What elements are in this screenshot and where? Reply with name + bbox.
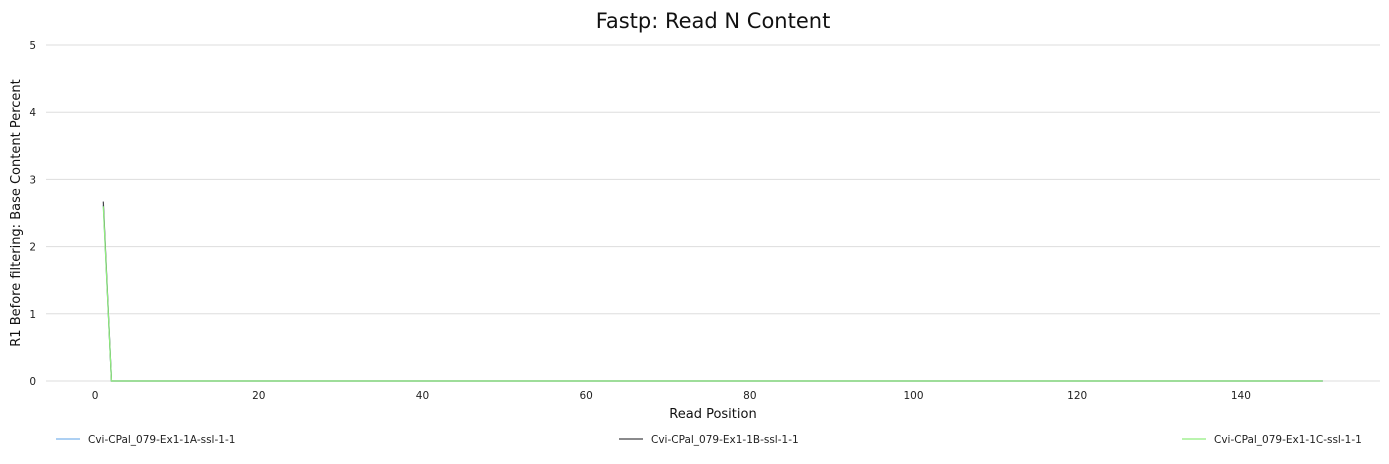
y-tick-label: 4 [29,107,36,119]
x-tick-label: 0 [92,390,99,402]
x-tick-label: 80 [743,390,756,402]
y-tick-label: 1 [29,309,36,321]
y-tick-label: 5 [29,40,36,52]
series-line-1[interactable] [102,204,1323,382]
legend-label: Cvi-CPal_079-Ex1-1A-ssl-1-1 [88,434,235,446]
y-axis-ticks: 0 1 2 3 4 5 [29,40,36,388]
legend-item-3[interactable]: Cvi-CPal_079-Ex1-1C-ssl-1-1 [1182,434,1362,446]
legend-item-1[interactable]: Cvi-CPal_079-Ex1-1A-ssl-1-1 [56,434,235,446]
y-tick-label: 2 [29,242,36,254]
series-line-2[interactable] [102,201,1323,382]
legend-label: Cvi-CPal_079-Ex1-1B-ssl-1-1 [651,434,799,446]
legend[interactable]: Cvi-CPal_079-Ex1-1A-ssl-1-1 Cvi-CPal_079-… [56,434,1362,446]
y-axis-label: R1 Before filtering: Base Content Percen… [9,79,24,346]
legend-item-2[interactable]: Cvi-CPal_079-Ex1-1B-ssl-1-1 [619,434,799,446]
y-tick-label: 0 [29,376,36,388]
x-axis-label: Read Position [669,407,756,422]
x-tick-label: 20 [252,390,265,402]
x-axis-ticks: 0 20 40 60 80 100 120 140 [92,390,1251,402]
x-tick-label: 40 [416,390,429,402]
series-layer [102,201,1323,382]
x-tick-label: 100 [903,390,923,402]
chart-title: Fastp: Read N Content [596,9,831,33]
y-tick-label: 3 [29,174,36,186]
grid-layer [46,44,1380,382]
series-line-3[interactable] [102,206,1323,382]
x-tick-label: 140 [1231,390,1251,402]
x-tick-label: 60 [579,390,592,402]
legend-label: Cvi-CPal_079-Ex1-1C-ssl-1-1 [1214,434,1362,446]
x-tick-label: 120 [1067,390,1087,402]
